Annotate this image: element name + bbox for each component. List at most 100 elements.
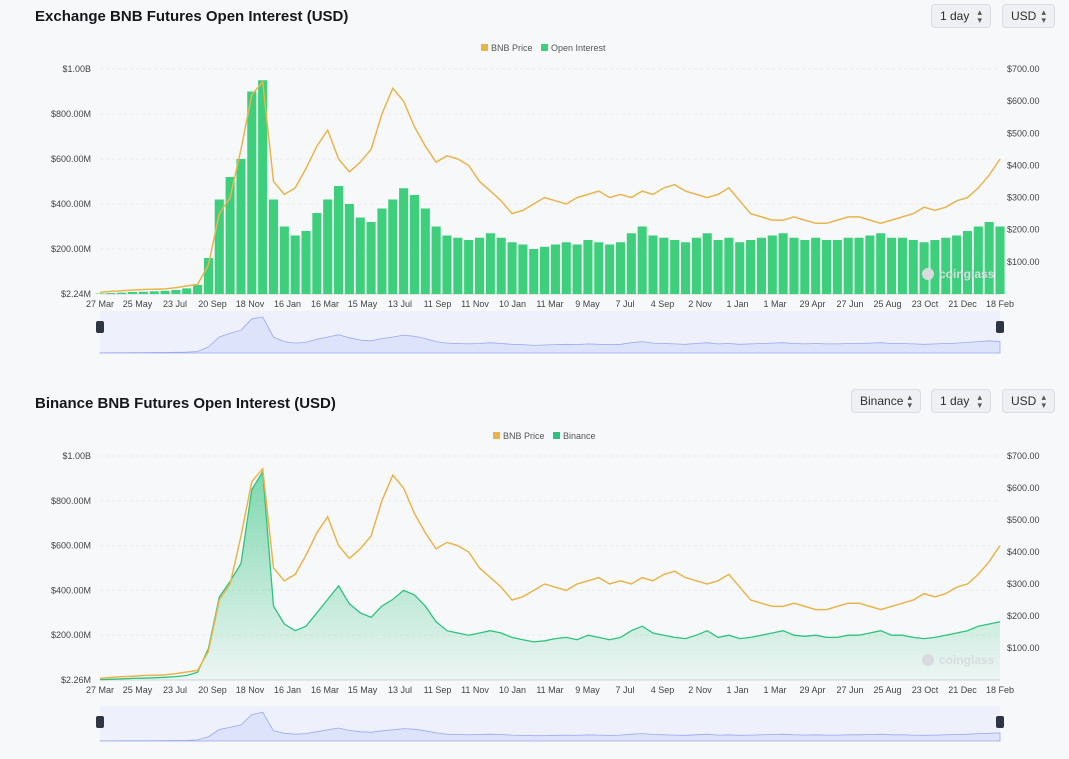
x-tick: 21 Dec: [948, 685, 977, 695]
y-left-tick: $600.00M: [51, 541, 91, 551]
legend-swatch-oi: [553, 432, 560, 439]
x-tick: 13 Jul: [388, 299, 412, 309]
y-left-tick: $200.00M: [51, 630, 91, 640]
oi-bar: [821, 240, 832, 294]
navigator-handle-right: [996, 321, 1004, 333]
oi-bar: [962, 231, 973, 294]
y-right-tick: $500.00: [1007, 128, 1040, 138]
oi-bar: [540, 246, 550, 294]
x-tick: 25 Aug: [873, 685, 901, 695]
legend-label-price: BNB Price: [491, 43, 533, 53]
oi-bar: [355, 217, 365, 294]
oi-bar: [301, 231, 311, 294]
oi-bar: [388, 199, 398, 294]
y-right-tick: $100.00: [1007, 643, 1040, 653]
oi-bar: [832, 240, 842, 294]
exchange-oi-panel: Exchange BNB Futures Open Interest (USD)…: [0, 0, 1069, 375]
chevron-updown-icon: ▴ ▾: [907, 392, 912, 410]
oi-bar: [550, 244, 560, 294]
y-left-tick: $600.00M: [51, 154, 91, 164]
oi-bar: [756, 237, 766, 294]
interval-select[interactable]: 1 day ▴ ▾: [931, 4, 991, 28]
x-tick: 18 Feb: [986, 299, 1014, 309]
oi-bar: [518, 244, 528, 294]
exchange-select[interactable]: Binance ▴ ▾: [851, 389, 921, 413]
x-tick: 21 Dec: [948, 299, 977, 309]
x-tick: 29 Apr: [799, 299, 825, 309]
x-tick: 10 Jan: [499, 685, 526, 695]
oi-bar: [648, 235, 658, 294]
currency-select[interactable]: USD ▴ ▾: [1002, 4, 1055, 28]
oi-bar: [268, 199, 279, 294]
y-right-tick: $300.00: [1007, 193, 1040, 203]
oi-bar: [442, 235, 452, 294]
navigator-series: [99, 711, 1001, 742]
oi-bar: [225, 177, 235, 294]
x-tick: 9 May: [575, 685, 600, 695]
oi-bar: [236, 159, 246, 294]
x-tick: 7 Jul: [615, 299, 634, 309]
x-tick: 16 Jan: [274, 299, 301, 309]
oi-bar: [377, 208, 387, 294]
oi-bar: [431, 226, 441, 294]
y-left-tick: $2.24M: [61, 289, 91, 299]
legend-swatch-price: [481, 44, 488, 51]
navigator-handle-right: [996, 716, 1004, 728]
x-tick: 23 Oct: [912, 299, 939, 309]
x-tick: 1 Mar: [763, 685, 786, 695]
oi-bar: [778, 233, 788, 294]
y-right-tick: $100.00: [1007, 257, 1040, 267]
y-right-tick: $300.00: [1007, 579, 1040, 589]
x-tick: 1 Mar: [763, 299, 786, 309]
oi-bar: [572, 244, 582, 294]
oi-bar: [605, 244, 615, 294]
oi-bar: [117, 292, 127, 294]
oi-bar: [626, 233, 636, 294]
x-tick: 11 Nov: [461, 299, 489, 309]
x-tick: 11 Sep: [424, 299, 452, 309]
legend-swatch-price: [493, 432, 500, 439]
oi-bar: [279, 226, 289, 294]
oi-bar: [637, 226, 647, 294]
chevron-updown-icon: ▴ ▾: [977, 7, 982, 25]
x-tick: 23 Jul: [163, 299, 187, 309]
y-left-tick: $1.00B: [62, 64, 91, 74]
x-tick: 18 Nov: [236, 299, 265, 309]
x-tick: 2 Nov: [688, 685, 712, 695]
interval-select[interactable]: 1 day ▴ ▾: [931, 389, 991, 413]
oi-bar: [876, 233, 886, 294]
oi-bar: [897, 237, 907, 294]
y-left-tick: $400.00M: [51, 199, 91, 209]
x-tick: 2 Nov: [688, 299, 712, 309]
oi-bar: [865, 235, 875, 294]
y-right-tick: $700.00: [1007, 64, 1040, 74]
price-line: [99, 466, 1001, 680]
oi-bar: [659, 237, 669, 294]
x-tick: 25 May: [123, 685, 153, 695]
x-tick: 25 Aug: [873, 299, 901, 309]
oi-bar: [930, 240, 940, 294]
legend-swatch-oi: [541, 44, 548, 51]
oi-bar: [496, 237, 506, 294]
oi-bar: [789, 237, 799, 294]
chevron-updown-icon: ▴ ▾: [1041, 7, 1046, 25]
y-right-tick: $700.00: [1007, 451, 1040, 461]
navigator-handle-left: [96, 716, 104, 728]
price-line: [99, 80, 1001, 294]
x-tick: 23 Oct: [912, 685, 939, 695]
legend-label-oi: Open Interest: [551, 43, 606, 53]
oi-bar: [973, 226, 983, 294]
binance-oi-panel: Binance BNB Futures Open Interest (USD) …: [0, 385, 1069, 759]
oi-bar: [409, 195, 420, 294]
chevron-updown-icon: ▴ ▾: [977, 392, 982, 410]
oi-bar: [399, 188, 409, 294]
currency-select[interactable]: USD ▴ ▾: [1002, 389, 1055, 413]
oi-bar: [214, 199, 224, 294]
x-tick: 29 Apr: [799, 685, 825, 695]
navigator-series: [99, 316, 1001, 354]
oi-bar: [713, 240, 723, 294]
y-right-tick: $400.00: [1007, 160, 1040, 170]
coinglass-logo-icon: [922, 268, 934, 280]
x-tick: 16 Mar: [311, 299, 339, 309]
oi-bar: [453, 237, 463, 294]
